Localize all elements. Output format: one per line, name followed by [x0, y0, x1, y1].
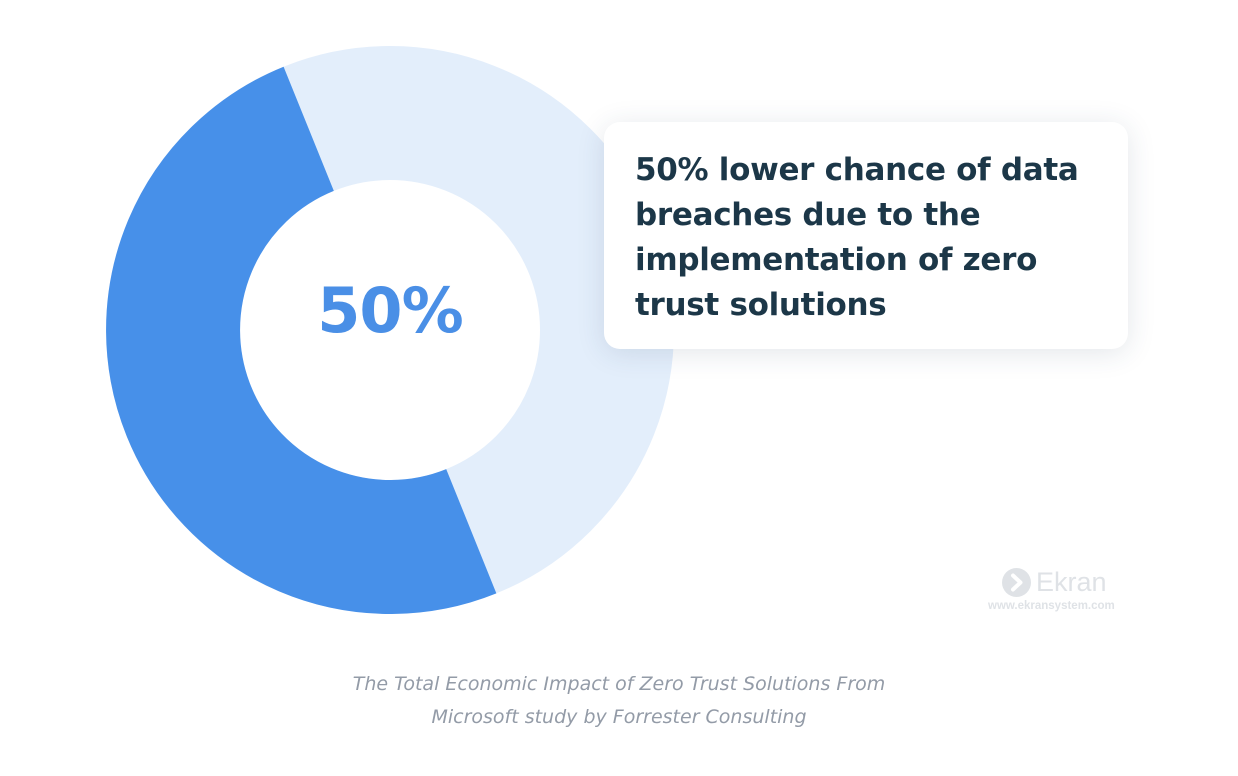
- source-caption: The Total Economic Impact of Zero Trust …: [269, 668, 969, 734]
- donut-center-value: 50%: [317, 274, 463, 347]
- chevron-right-circle-icon: [1002, 568, 1031, 597]
- callout-text: 50% lower chance of data breaches due to…: [635, 152, 1079, 323]
- callout-card: 50% lower chance of data breaches due to…: [604, 122, 1128, 349]
- ekran-logo: Ekran www.ekransystem.com: [988, 566, 1138, 616]
- donut-slice-1: [106, 66, 497, 614]
- source-caption-line-2: Microsoft study by Forrester Consulting: [431, 706, 807, 728]
- source-caption-line-1: The Total Economic Impact of Zero Trust …: [352, 673, 886, 695]
- logo-name: Ekran: [1036, 567, 1107, 597]
- logo-url: www.ekransystem.com: [988, 600, 1115, 612]
